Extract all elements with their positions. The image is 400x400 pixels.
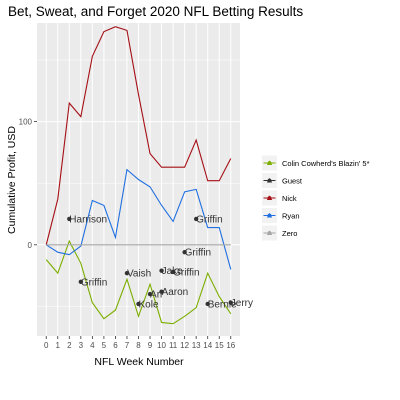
grid-lines	[37, 23, 240, 336]
guest-point	[147, 291, 153, 297]
x-tick-label: 8	[136, 341, 141, 350]
x-axis-ticks: 0 1 2 3 4 5 6 7 8 9 10 11 12 13 14 15 16	[44, 336, 236, 350]
guest-point-label: Bernie	[208, 299, 237, 310]
x-tick-label: 14	[203, 341, 212, 350]
series-lines	[45, 26, 232, 325]
y-axis-ticks: 0 100	[19, 118, 37, 250]
guest-point	[170, 269, 176, 275]
guest-point-label: Griffin	[173, 267, 200, 278]
legend-key-dot	[267, 161, 272, 165]
guest-point	[193, 216, 199, 222]
legend-label: Guest	[282, 177, 303, 186]
x-tick-label: 0	[44, 341, 49, 350]
guest-point-label: Vaish	[127, 269, 151, 280]
guest-point-label: Ari	[150, 290, 162, 301]
guest-point	[228, 300, 233, 305]
guest-point	[124, 270, 130, 276]
x-tick-label: 11	[169, 341, 178, 350]
series-line-colin-cowherd-s-blazin-5-	[45, 239, 232, 325]
x-axis-title: NFL Week Number	[94, 356, 184, 368]
legend: Colin Cowherd's Blazin' 5* Guest Nick Ryan Z…	[262, 155, 370, 241]
y-tick-label: 100	[19, 118, 33, 127]
guest-point	[159, 268, 164, 273]
x-tick-label: 7	[125, 341, 130, 350]
guest-point-label: Jake	[162, 266, 184, 277]
guest-point	[182, 250, 187, 255]
x-tick-label: 4	[90, 341, 95, 350]
x-tick-label: 16	[226, 341, 235, 350]
guest-points	[67, 216, 233, 307]
guest-point-label: Jerry	[231, 298, 253, 309]
x-tick-label: 10	[157, 341, 166, 350]
y-axis-title: Cumulative Profit, USD	[6, 126, 18, 234]
x-tick-label: 6	[113, 341, 118, 350]
guest-point	[159, 289, 164, 294]
guest-point-label: Harrison	[69, 214, 107, 225]
x-tick-label: 3	[79, 341, 84, 350]
legend-label: Colin Cowherd's Blazin' 5*	[282, 159, 370, 168]
guest-point	[67, 216, 72, 222]
chart-title: Bet, Sweat, and Forget 2020 NFL Betting …	[8, 4, 303, 19]
guest-point-label: Griffin	[196, 214, 223, 225]
x-tick-label: 2	[67, 341, 72, 350]
x-tick-label: 13	[192, 341, 201, 350]
legend-key-dot	[267, 213, 272, 218]
x-tick-label: 5	[102, 341, 107, 350]
guest-point-label: Griffin	[81, 277, 108, 288]
legend-label: Ryan	[282, 212, 300, 221]
legend-label: Nick	[282, 194, 297, 203]
guest-point-label: Griffin	[185, 248, 212, 259]
legend-key-dot	[267, 178, 272, 183]
x-tick-label: 15	[215, 341, 224, 350]
guest-point-label: Aaron	[162, 287, 189, 298]
legend-key-dot	[267, 231, 272, 235]
legend-label: Zero	[282, 229, 297, 238]
legend-key-dot	[267, 196, 272, 200]
x-tick-label: 12	[180, 341, 189, 350]
guest-point	[136, 301, 141, 307]
x-tick-label: 1	[56, 341, 61, 350]
guest-point	[205, 301, 210, 307]
series-line-nick	[45, 26, 232, 245]
x-tick-label: 9	[148, 341, 153, 350]
guest-point-label: Kole	[139, 299, 159, 310]
series-line-ryan	[45, 168, 232, 270]
guest-point	[78, 279, 84, 284]
y-tick-label: 0	[28, 241, 33, 250]
